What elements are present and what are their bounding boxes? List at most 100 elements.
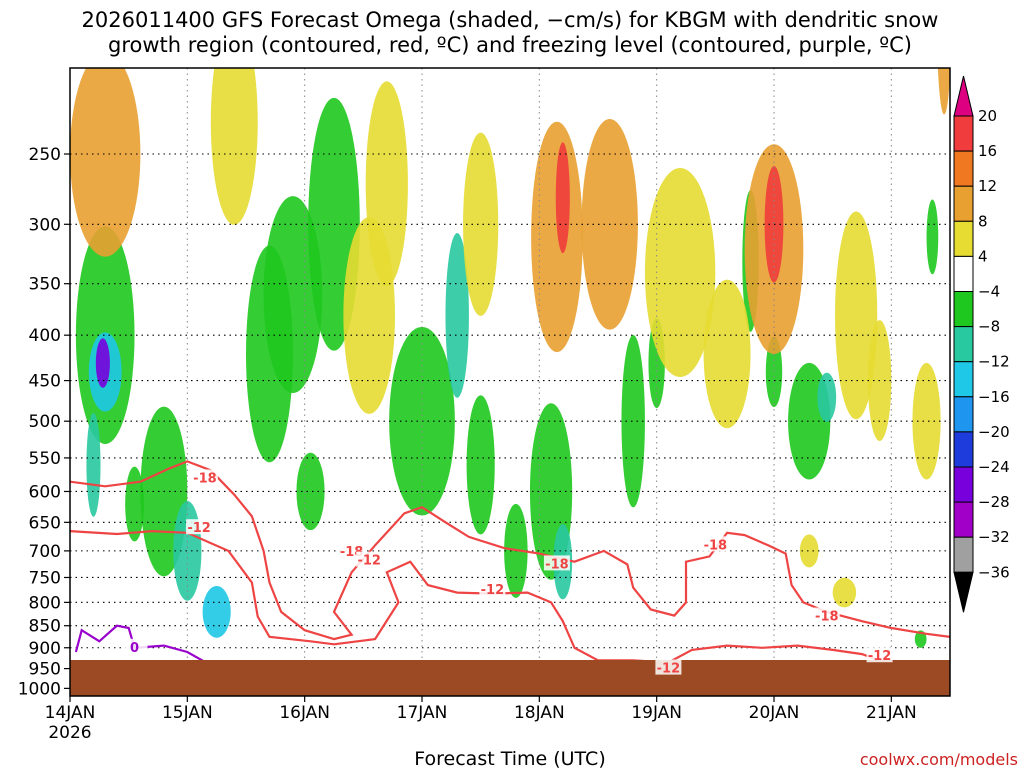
- y-tick-label: 250: [29, 145, 61, 165]
- colorbar-swatch: [953, 396, 974, 433]
- omega-shade-cell: [70, 68, 141, 257]
- y-tick-label: 950: [29, 660, 61, 680]
- y-tick-label: 450: [29, 372, 61, 392]
- omega-shade-cell: [445, 233, 469, 398]
- colorbar-swatch: [953, 326, 974, 363]
- omega-shade-cell: [95, 338, 110, 388]
- y-tick-label: 500: [29, 412, 61, 432]
- x-tick-label: 14JAN: [45, 703, 96, 723]
- contour-label-bg: [655, 659, 682, 675]
- x-tick-label: 17JAN: [397, 703, 448, 723]
- x-axis: 14JAN 15JAN 16JAN 17JAN 18JAN 19JAN 20JAN 21JAN: [45, 696, 917, 723]
- contour-label-bg: [121, 638, 148, 654]
- x-axis-label: Forecast Time (UTC): [414, 748, 605, 768]
- omega-shade-cell: [555, 142, 570, 254]
- omega-shade-cell: [644, 168, 716, 378]
- colorbar-tick-label: 4: [978, 247, 988, 265]
- colorbar-swatch: [953, 431, 974, 468]
- omega-shade-cell: [817, 372, 837, 422]
- contour-label: -18: [815, 610, 839, 625]
- y-tick-label: 550: [29, 449, 61, 469]
- colorbar-tick-label: −28: [978, 493, 1010, 511]
- contour-labels: -18-120-18-12-12-18-18-12-18-12: [121, 469, 893, 677]
- omega-shade-cell: [912, 362, 941, 480]
- y-tick-label: 1000: [18, 679, 61, 699]
- y-tick-label: 400: [29, 326, 61, 346]
- y-tick-label: 750: [29, 568, 61, 588]
- contour-label: -18: [545, 557, 569, 572]
- colorbar-tick-label: 8: [978, 212, 988, 230]
- y-tick-label: 300: [29, 215, 61, 235]
- contour-label: -12: [868, 649, 892, 664]
- colorbar-tick-label: −12: [978, 353, 1010, 371]
- omega-shade-cell: [799, 534, 819, 568]
- contour-label: -12: [357, 554, 381, 569]
- colorbar-swatch: [953, 255, 974, 292]
- colorbar-swatch: [953, 536, 974, 573]
- omega-shade-cell: [365, 81, 408, 286]
- colorbar-swatch: [953, 220, 974, 257]
- contour-label-bg: [356, 551, 383, 567]
- omega-shade-cell: [832, 577, 857, 608]
- colorbar-swatch: [953, 185, 974, 222]
- contour-label-bg: [813, 607, 840, 623]
- colorbar-tick-label: −16: [978, 388, 1010, 406]
- y-tick-label: 600: [29, 482, 61, 502]
- contour-label-bg: [543, 555, 570, 571]
- omega-shade-cell: [914, 630, 927, 648]
- chart-title-line1: 2026011400 GFS Forecast Omega (shaded, −…: [82, 8, 939, 32]
- credit-label: coolwx.com/models: [860, 750, 1018, 768]
- contour-label: -18: [193, 471, 217, 486]
- y-tick-label: 650: [29, 513, 61, 533]
- y-tick-label: 800: [29, 593, 61, 613]
- colorbar-tick-label: −20: [978, 423, 1010, 441]
- x-tick-label: 16JAN: [279, 703, 330, 723]
- colorbar-swatch: [953, 466, 974, 503]
- x-tick-label: 18JAN: [514, 703, 565, 723]
- contour-label: -12: [657, 662, 681, 677]
- omega-shade-cell: [703, 279, 751, 429]
- colorbar-tick-label: 20: [978, 107, 997, 125]
- x-tick-label: 21JAN: [866, 703, 917, 723]
- omega-shade-cell: [125, 466, 144, 542]
- omega-shade-cell: [937, 68, 950, 115]
- contour-freezing-level: [74, 624, 218, 670]
- ground-fill: [70, 660, 950, 696]
- omega-shade-cell: [296, 452, 325, 531]
- colorbar-tick-label: −24: [978, 458, 1010, 476]
- contour-label-bg: [186, 519, 213, 535]
- contour-label: 0: [130, 641, 139, 656]
- contour-label: -12: [481, 583, 505, 598]
- omega-shade-cell: [210, 68, 258, 225]
- colorbar-tick-label: 12: [978, 177, 997, 195]
- omega-shade-cell: [466, 395, 495, 535]
- x-tick-label: 15JAN: [162, 703, 213, 723]
- y-tick-label: 850: [29, 617, 61, 637]
- y-tick-label: 700: [29, 542, 61, 562]
- omega-shade-cell: [463, 132, 499, 316]
- x-tick-label: 20JAN: [749, 703, 800, 723]
- chart-title-line2: growth region (contoured, red, ºC) and f…: [108, 33, 912, 57]
- colorbar-tick-label: −32: [978, 528, 1010, 546]
- y-tick-label: 350: [29, 275, 61, 295]
- plot-frame: [69, 67, 951, 697]
- omega-shade-cell: [835, 211, 878, 420]
- y-axis: 250 300 350 400 450 500 550 600 650 700 750 800 850 9…: [18, 145, 70, 699]
- contour-label-bg: [866, 647, 893, 663]
- contour-label: -12: [187, 521, 211, 536]
- contour-dgz-minus12: [70, 529, 950, 670]
- colorbar-swatch: [953, 115, 974, 152]
- omega-shade-cell: [86, 412, 101, 517]
- colorbar-swatch: [953, 501, 974, 538]
- colorbar-tick-label: −4: [978, 283, 1000, 301]
- contour-label-bg: [191, 469, 218, 485]
- omega-shade-cell: [531, 121, 583, 353]
- colorbar-tick-label: 16: [978, 142, 997, 160]
- contour-dgz-minus18: [70, 460, 950, 641]
- omega-shade-cell: [263, 196, 323, 394]
- colorbar-bottom-arrow: [953, 571, 974, 613]
- colorbar-tick-label: −8: [978, 318, 1000, 336]
- contour-label-bg: [479, 581, 506, 597]
- colorbar-swatch: [953, 150, 974, 187]
